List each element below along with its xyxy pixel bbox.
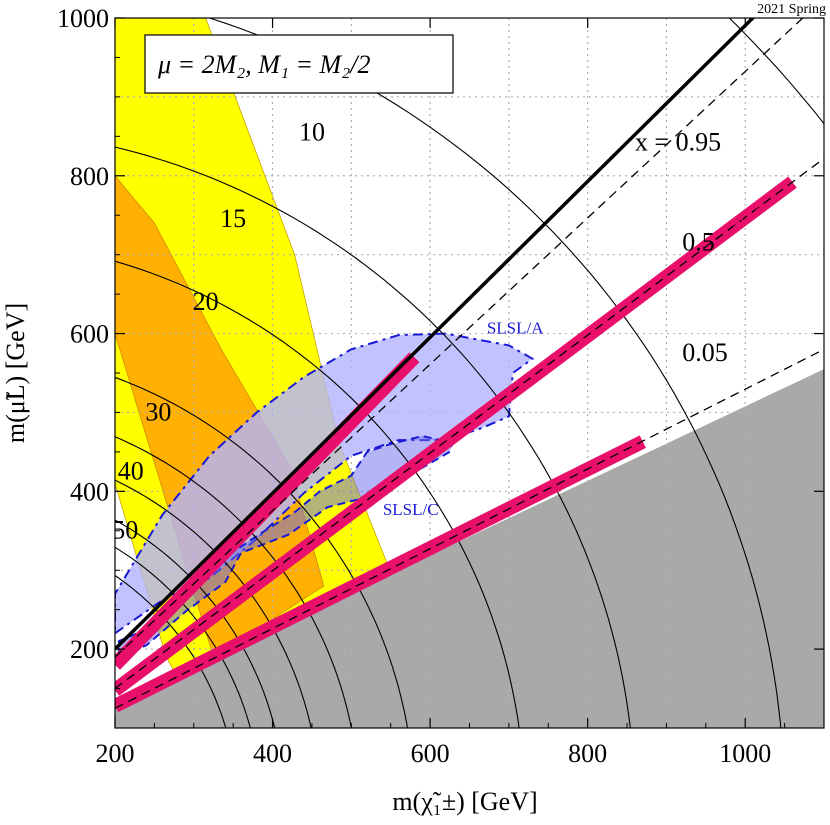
plot-area: 5101520304050x = 0.950.50.05NC/3LSLSL/AS… <box>112 18 824 728</box>
magenta-bands <box>115 176 797 713</box>
x-lines <box>115 18 824 709</box>
slsl-label: SLSL/A <box>487 319 544 338</box>
legend-box-text: μ = 2M₂, M₁ = M₂/2 <box>157 50 370 79</box>
x-line <box>115 18 804 658</box>
y-axis-title: m(μ̃L) [GeV] <box>1 303 30 443</box>
x-tick-label: 600 <box>411 739 450 768</box>
contour-label: 10 <box>299 117 325 146</box>
contour-label: 40 <box>118 457 144 486</box>
contour-label: 30 <box>145 397 171 426</box>
x-line <box>115 348 824 709</box>
excluded-region <box>115 369 824 728</box>
y-tick-label: 200 <box>70 635 109 664</box>
x-tick-label: 200 <box>96 739 135 768</box>
x-line <box>115 157 824 690</box>
corner-note: 2021 Spring <box>757 2 826 17</box>
y-tick-label: 400 <box>70 477 109 506</box>
slsl-label: SLSL/C <box>383 500 439 519</box>
x-line-label: x = 0.95 <box>635 128 721 157</box>
y-tick-label: 1000 <box>57 4 109 33</box>
x-tick-label: 800 <box>568 739 607 768</box>
magenta-band <box>115 435 646 713</box>
x-axis-title: m(χ̃₁±) [GeV] <box>392 787 537 816</box>
x1-line <box>115 18 756 651</box>
x-tick-label: 1000 <box>719 739 771 768</box>
contour-line <box>207 18 782 728</box>
contour-label: 15 <box>220 204 246 233</box>
x-line-label: 0.05 <box>682 338 728 367</box>
y-tick-label: 600 <box>70 320 109 349</box>
magenta-band <box>115 352 420 670</box>
x-line-label: 0.5 <box>682 228 715 257</box>
legend-box: μ = 2M₂, M₁ = M₂/2 <box>144 34 454 94</box>
contour-label: 50 <box>112 516 138 545</box>
contour-line <box>115 146 631 728</box>
contour-label: 20 <box>193 287 219 316</box>
magenta-band <box>115 176 797 696</box>
y-tick-label: 800 <box>70 162 109 191</box>
ticks: 200 400 600 800 1000 200 400 600 800 1000 <box>57 4 824 768</box>
x-tick-label: 400 <box>253 739 292 768</box>
contour-line <box>728 18 824 125</box>
